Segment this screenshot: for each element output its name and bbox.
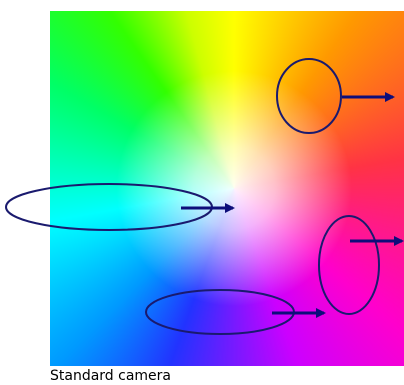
marker-ellipse-top-right (276, 58, 342, 134)
marker-ellipse-bottom (145, 289, 295, 335)
marker-left (5, 183, 235, 231)
marker-bottom (145, 289, 326, 335)
marker-ellipse-right (318, 215, 380, 315)
marker-top-right (276, 58, 395, 134)
marker-right (318, 215, 404, 315)
figure-caption: Standard camera (50, 368, 172, 384)
color-gamut-field (50, 11, 404, 366)
